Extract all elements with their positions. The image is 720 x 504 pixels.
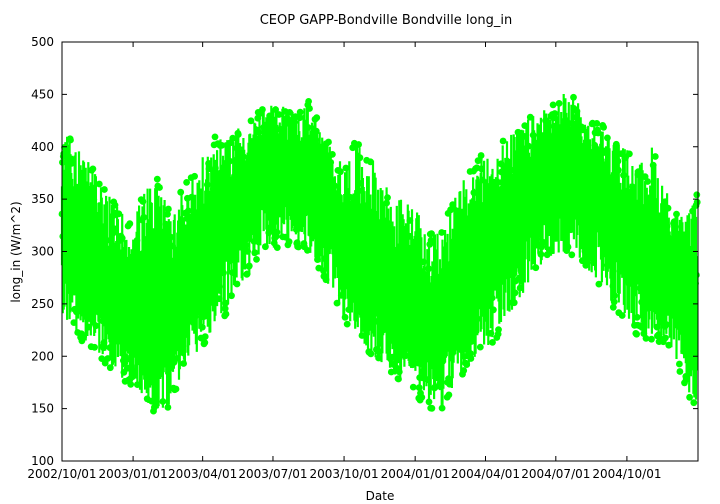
y-tick-label: 200 xyxy=(31,349,54,363)
data-point xyxy=(229,134,237,142)
data-point xyxy=(600,123,607,131)
y-tick-label: 400 xyxy=(31,140,54,154)
data-point xyxy=(428,404,436,412)
data-point xyxy=(304,247,311,254)
data-point xyxy=(247,117,255,125)
data-point xyxy=(676,368,684,375)
x-tick-label: 2004/07/01 xyxy=(521,467,590,481)
data-point xyxy=(690,399,698,407)
data-point xyxy=(91,343,98,351)
data-point xyxy=(427,236,435,244)
data-point xyxy=(201,339,209,346)
chart-title: CEOP GAPP-Bondville Bondville long_in xyxy=(260,13,513,28)
data-point xyxy=(95,180,103,188)
x-tick-label: 2003/10/01 xyxy=(309,467,378,481)
data-point xyxy=(172,385,180,393)
data-point xyxy=(676,360,683,368)
data-point xyxy=(201,333,209,340)
data-point xyxy=(101,186,108,193)
y-tick-label: 250 xyxy=(31,297,54,311)
y-axis: 100 150 200 250 300 350 400 450 500 xyxy=(31,35,698,468)
x-tick-label: 2003/01/01 xyxy=(99,467,168,481)
y-tick-label: 500 xyxy=(31,35,54,49)
data-point xyxy=(164,210,171,218)
data-point xyxy=(126,220,134,228)
data-point xyxy=(164,404,172,411)
data-point xyxy=(253,256,260,263)
data-point xyxy=(568,251,576,259)
data-point xyxy=(425,398,433,406)
data-point xyxy=(474,157,482,165)
data-point xyxy=(693,198,701,206)
y-tick-label: 150 xyxy=(31,402,54,416)
data-point xyxy=(295,243,302,251)
y-tick-label: 100 xyxy=(31,454,54,468)
data-point xyxy=(618,312,626,319)
data-point xyxy=(499,137,507,145)
x-tick-label: 2004/04/01 xyxy=(451,467,520,481)
data-point xyxy=(693,191,701,199)
x-tick-label: 2003/04/01 xyxy=(168,467,237,481)
data-point xyxy=(633,330,640,338)
data-point xyxy=(570,93,577,101)
data-point xyxy=(594,129,602,137)
x-tick-label: 2004/10/01 xyxy=(592,467,661,481)
data-point xyxy=(375,354,382,362)
data-point xyxy=(343,320,351,328)
data-point xyxy=(593,120,601,127)
data-point xyxy=(682,375,690,383)
data-point xyxy=(273,244,281,252)
data-point xyxy=(165,205,172,213)
data-point xyxy=(438,404,446,412)
x-tick-label: 2004/01/01 xyxy=(381,467,450,481)
x-axis: 2002/10/01 2003/01/01 2003/04/01 2003/07/01… xyxy=(27,42,661,481)
data-point xyxy=(555,100,563,107)
data-point xyxy=(648,335,655,343)
data-point xyxy=(409,383,417,391)
data-point xyxy=(686,393,693,401)
data-point xyxy=(387,368,395,376)
y-tick-label: 350 xyxy=(31,192,54,206)
x-axis-label: Date xyxy=(366,489,395,503)
data-point xyxy=(211,133,219,141)
y-tick-label: 450 xyxy=(31,87,54,101)
data-points xyxy=(58,93,701,415)
data-point xyxy=(438,229,446,236)
data-point xyxy=(305,98,312,105)
data-point xyxy=(367,350,375,358)
data-point xyxy=(89,165,97,173)
data-point xyxy=(445,391,453,399)
data-point xyxy=(549,101,557,109)
data-point xyxy=(476,343,484,351)
data-point xyxy=(662,334,669,342)
data-point xyxy=(183,179,191,186)
x-tick-label: 2003/07/01 xyxy=(238,467,307,481)
data-point xyxy=(633,313,641,321)
x-tick-label: 2002/10/01 xyxy=(27,467,96,481)
data-point xyxy=(153,175,161,183)
data-point xyxy=(595,280,603,288)
data-point xyxy=(489,339,496,346)
y-tick-label: 300 xyxy=(31,245,54,259)
data-point xyxy=(495,326,502,333)
data-point xyxy=(651,153,659,160)
data-point xyxy=(222,310,230,318)
data-point xyxy=(609,303,617,311)
y-axis-label: long_in (W/m^2) xyxy=(9,201,23,302)
data-point xyxy=(447,206,454,214)
